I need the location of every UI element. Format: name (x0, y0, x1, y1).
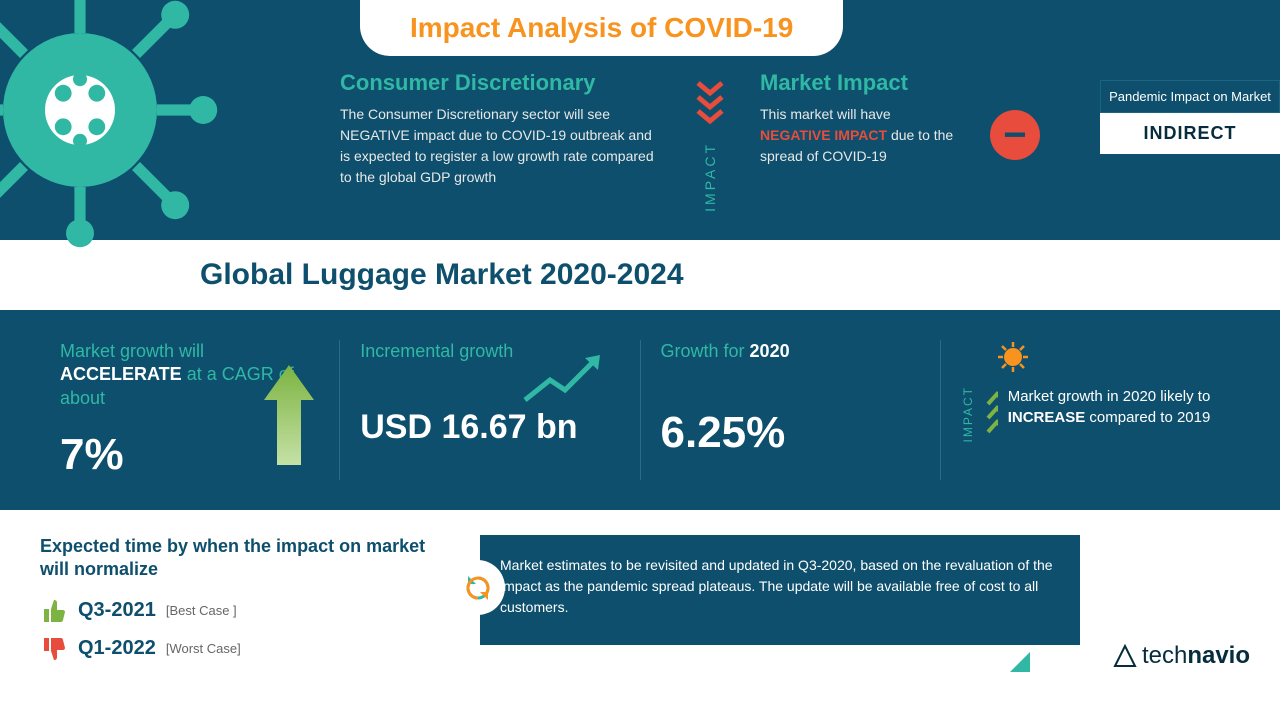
badge-bottom-value: INDIRECT (1100, 113, 1280, 154)
growth-2020-value: 6.25% (661, 408, 920, 458)
header-title: Impact Analysis of COVID-19 (410, 12, 793, 43)
market-impact-body: This market will have NEGATIVE IMPACT du… (760, 104, 960, 167)
consumer-body: The Consumer Discretionary sector will s… (340, 104, 660, 188)
chevron-down-icon (695, 80, 725, 130)
impact-vertical-label-2: IMPACT (961, 386, 975, 442)
header-title-pill: Impact Analysis of COVID-19 (360, 0, 843, 56)
main-title: Global Luggage Market 2020-2024 (200, 258, 1240, 292)
consumer-discretionary-block: Consumer Discretionary The Consumer Disc… (340, 70, 660, 240)
best-case-tag: [Best Case ] (166, 603, 237, 618)
note-text: Market estimates to be revisited and upd… (500, 555, 1060, 618)
metric-cagr: Market growth will ACCELERATE at a CAGR … (40, 340, 339, 480)
logo-triangle-icon (1010, 652, 1030, 672)
top-impact-band: Impact Analysis of COVID-19 Consumer Dis… (0, 0, 1280, 240)
metric-growth-2020: Growth for 2020 6.25% (640, 340, 940, 480)
metric-incremental: Incremental growth USD 16.67 bn (339, 340, 639, 480)
metrics-row: Market growth will ACCELERATE at a CAGR … (0, 310, 1280, 510)
consumer-heading: Consumer Discretionary (340, 70, 660, 96)
best-case-row: Q3-2021 [Best Case ] (40, 597, 440, 625)
metric-impact-2020: IMPACT Market growth in 2020 likely to I… (940, 340, 1240, 480)
minus-icon: − (990, 110, 1040, 160)
up-arrow-icon (259, 360, 319, 470)
incremental-value: USD 16.67 bn (360, 408, 619, 447)
impact-2020-text: Market growth in 2020 likely to INCREASE… (1008, 386, 1220, 428)
thumbs-up-icon (40, 597, 68, 625)
worst-case-row: Q1-2022 [Worst Case] (40, 635, 440, 663)
market-impact-heading: Market Impact (760, 70, 960, 96)
chevron-up-icon (985, 386, 998, 456)
thumbs-down-icon (40, 635, 68, 663)
badge-top-label: Pandemic Impact on Market (1100, 80, 1280, 113)
worst-case-quarter: Q1-2022 (78, 637, 156, 660)
sun-icon (996, 340, 1031, 375)
virus-icon (0, 0, 220, 250)
worst-case-tag: [Worst Case] (166, 641, 241, 656)
impact-chevron-column: IMPACT (690, 70, 730, 240)
impact-vertical-label: IMPACT (702, 142, 718, 212)
normalize-block: Expected time by when the impact on mark… (40, 535, 440, 665)
logo-mark-icon (1113, 644, 1137, 668)
normalize-heading: Expected time by when the impact on mark… (40, 535, 440, 582)
pandemic-badge: Pandemic Impact on Market INDIRECT (1100, 80, 1280, 154)
growth-arrow-icon (520, 350, 610, 410)
best-case-quarter: Q3-2021 (78, 599, 156, 622)
main-title-band: Global Luggage Market 2020-2024 (0, 240, 1280, 310)
bottom-section: Expected time by when the impact on mark… (0, 510, 1280, 690)
note-box: Market estimates to be revisited and upd… (480, 535, 1080, 645)
technavio-logo: technavio (1113, 642, 1250, 670)
refresh-icon (450, 560, 505, 615)
market-impact-block: Market Impact This market will have NEGA… (760, 70, 960, 240)
